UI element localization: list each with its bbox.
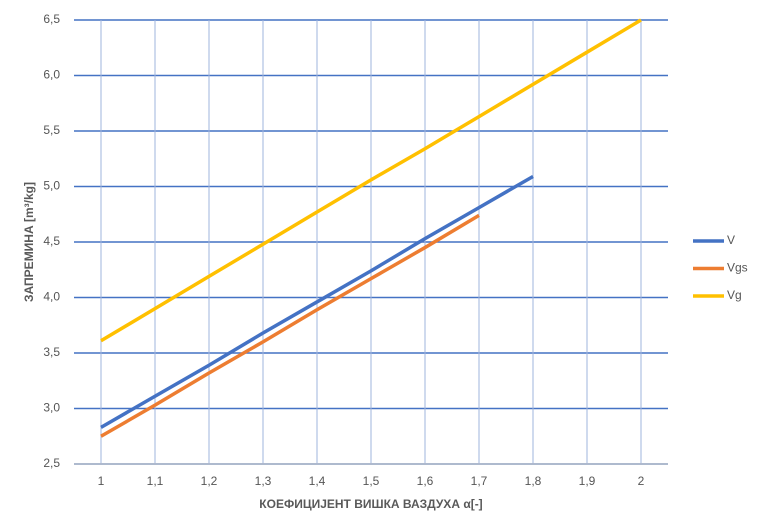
y-tick-label: 5,0 [43,179,60,193]
x-tick-label: 1,5 [363,474,380,488]
y-axis-title: ЗАПРЕМИНА [m³/kg] [22,182,36,302]
y-tick-label: 2,5 [43,456,60,470]
y-tick-label: 4,5 [43,234,60,248]
x-axis-title: КОЕФИЦИЈЕНТ ВИШКА ВАЗДУХА α[-] [259,497,482,511]
legend-label: Vg [727,288,742,302]
x-tick-label: 1,4 [309,474,326,488]
x-tick-label: 1,2 [201,474,218,488]
y-tick-label: 4,0 [43,290,60,304]
legend-label: Vgs [727,261,748,275]
line [100,213,480,438]
x-tick-label: 1,1 [147,474,164,488]
x-tick-label: 1,9 [579,474,596,488]
y-tick-label: 6,5 [43,12,60,26]
x-tick-label: 1,7 [471,474,488,488]
y-tick-label: 5,5 [43,123,60,137]
x-tick-label: 1 [98,474,105,488]
x-tick-label: 2 [638,474,645,488]
x-tick-label: 1,6 [417,474,434,488]
line [100,18,642,343]
legend-label: V [727,233,735,247]
y-tick-label: 3,0 [43,401,60,415]
y-tick-label: 3,5 [43,345,60,359]
x-tick-label: 1,3 [255,474,272,488]
line [100,174,534,429]
y-tick-label: 6,0 [43,68,60,82]
x-tick-label: 1,8 [525,474,542,488]
